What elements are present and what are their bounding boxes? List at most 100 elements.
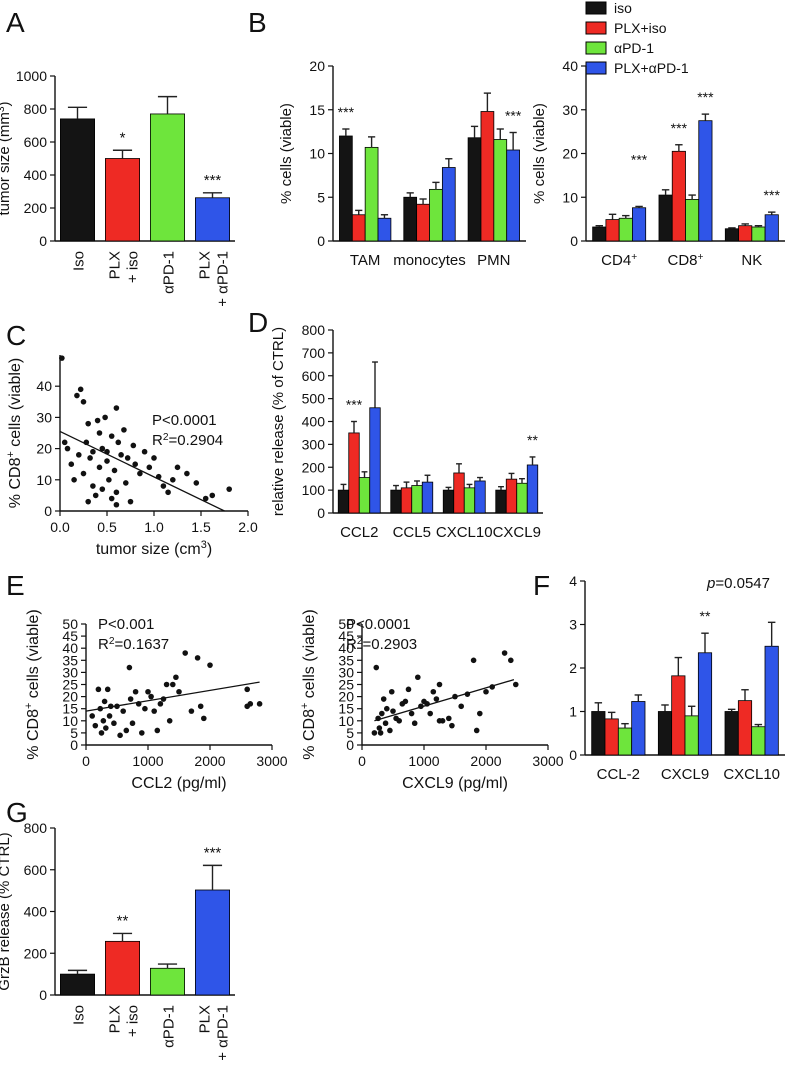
scatter-point: [139, 730, 145, 736]
x-tick-label: TAM: [350, 252, 381, 269]
scatter-point: [77, 386, 84, 393]
y-tick-label: 20: [36, 441, 52, 457]
x-tick-label: 1000: [132, 753, 163, 769]
scatter-point: [174, 464, 181, 471]
scatter-point: [182, 650, 188, 656]
y-tick-label: 200: [302, 459, 326, 475]
scatter-point: [102, 414, 108, 421]
y-tick-label: 40: [338, 640, 354, 656]
scatter-point: [446, 715, 452, 722]
x-tick-label: Iso: [71, 1005, 88, 1025]
bar-0: [60, 973, 96, 996]
legend-swatch-plx-iso: [585, 21, 607, 35]
y-tick-label: 40: [36, 378, 52, 394]
bar-PMN-2: [493, 139, 508, 242]
legend-label-iso: iso: [614, 0, 632, 16]
x-tick-label: 2000: [470, 753, 501, 769]
y-tick-label: 200: [24, 200, 48, 216]
scatter-point: [244, 686, 250, 693]
y-tick-label: 20: [309, 58, 325, 74]
scatter-point: [123, 727, 130, 734]
panel-letter-a: A: [6, 7, 25, 38]
bar-2: [149, 967, 185, 996]
y-tick-label: 10: [62, 713, 78, 729]
y-tick-label: 15: [309, 102, 325, 118]
scatter-point: [121, 427, 127, 433]
significance-mark: ***: [671, 120, 688, 136]
scatter-point: [104, 686, 111, 693]
scatter-point: [99, 445, 106, 452]
scatter-point: [59, 355, 65, 361]
y-tick-label: 0: [317, 505, 325, 521]
x-tick-label: + iso: [125, 1005, 142, 1037]
scatter-point: [170, 681, 176, 688]
scatter-point: [117, 732, 123, 739]
scatter-point: [141, 448, 148, 455]
scatter-point: [104, 458, 110, 464]
scatter-point: [113, 489, 120, 496]
y-tick-label: 0: [39, 987, 47, 1003]
scatter-point: [111, 467, 118, 474]
scatter-point: [390, 708, 396, 714]
x-tick-label: PLX: [197, 251, 214, 279]
y-tick-label: 500: [302, 391, 326, 407]
y-tick-label: 400: [302, 414, 326, 430]
bar-NK-1: [738, 225, 753, 242]
y-tick-label: 800: [302, 322, 326, 338]
scatter-point: [405, 686, 412, 693]
scatter-point: [127, 498, 134, 505]
scatter-point: [508, 657, 514, 664]
scatter-point: [129, 720, 136, 727]
scatter-point: [113, 501, 120, 508]
scatter-point: [194, 655, 201, 661]
y-tick-label: 0: [570, 233, 578, 249]
r-squared-text: R2=0.2903: [346, 636, 417, 654]
bar-CCL5-1: [400, 487, 413, 514]
scatter-point: [120, 708, 126, 714]
y-tick-label: 200: [24, 945, 48, 961]
y-tick-label: 25: [62, 677, 78, 693]
scatter-point: [376, 725, 383, 731]
scatter-point: [384, 705, 390, 712]
significance-mark: ***: [338, 104, 355, 120]
bar-CXCL10-1: [737, 700, 753, 756]
y-tick-label: 20: [562, 146, 578, 162]
x-tick-label: 0: [82, 753, 90, 769]
y-tick-label: 40: [562, 58, 578, 74]
scatter-point: [132, 461, 138, 468]
significance-mark: ***: [204, 172, 222, 189]
scatter-point: [94, 417, 101, 424]
scatter-point: [402, 698, 409, 705]
significance-mark: ***: [764, 187, 781, 203]
scatter-point: [197, 703, 204, 710]
x-tick-label: αPD-1: [161, 251, 178, 294]
x-tick-label: 0.5: [97, 519, 117, 535]
scatter-point: [193, 480, 200, 486]
y-tick-label: 20: [62, 689, 78, 705]
y-tick-label: 30: [562, 102, 578, 118]
y-tick-label: 50: [338, 616, 354, 632]
scatter-point: [408, 710, 415, 717]
scatter-point: [61, 439, 68, 446]
bar-CCL2-0: [337, 489, 350, 514]
bar-0: [60, 118, 96, 242]
bar-TAM-3: [377, 217, 392, 242]
scatter-point: [123, 480, 129, 486]
x-tick-label: PMN: [477, 252, 510, 269]
scatter-point: [380, 696, 387, 702]
bar-TAM-2: [364, 146, 379, 242]
significance-mark: **: [700, 608, 711, 624]
x-tick-label: CCL5: [393, 524, 431, 541]
y-axis-title: % CD8+ cells (viable): [299, 609, 318, 759]
scatter-point: [411, 720, 418, 727]
y-tick-label: 5: [70, 725, 78, 741]
y-tick-label: 45: [338, 628, 354, 644]
r-squared-text: R2=0.1637: [98, 636, 169, 654]
x-axis-title: CCL2 (pg/ml): [131, 775, 226, 792]
y-tick-label: 5: [317, 189, 325, 205]
y-tick-label: 35: [62, 652, 78, 668]
bar-NK-3: [764, 214, 779, 242]
legend: iso PLX+iso αPD-1 PLX+αPD-1: [585, 0, 689, 76]
scatter-point: [85, 498, 91, 505]
